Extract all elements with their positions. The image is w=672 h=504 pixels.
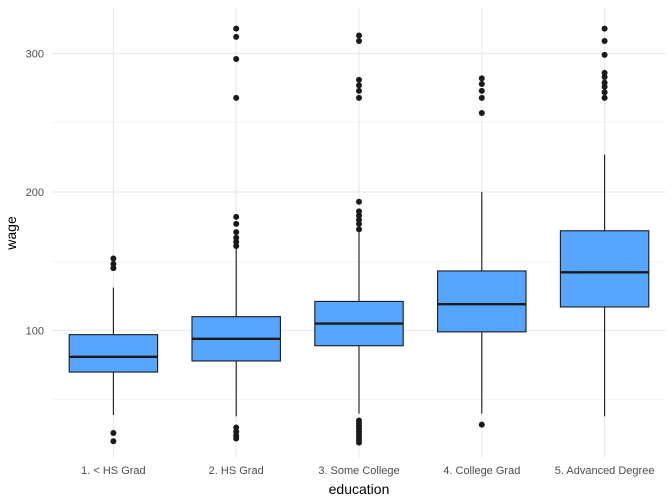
outlier-point: [601, 38, 608, 45]
y-tick-label: 200: [26, 187, 44, 199]
outlier-point: [233, 243, 240, 250]
outlier-point: [356, 32, 362, 39]
x-axis-ticks: 1. < HS Grad 2. HS Grad 3. Some College 4. …: [81, 465, 654, 477]
outlier-point: [356, 226, 362, 233]
outlier-point: [233, 213, 240, 220]
outlier-point: [110, 429, 117, 436]
outlier-point: [478, 94, 485, 101]
outlier-point: [356, 38, 362, 45]
outlier-point: [601, 79, 608, 86]
outlier-point: [601, 83, 608, 90]
x-axis-title: education: [329, 481, 390, 497]
x-tick-label: 1. < HS Grad: [81, 465, 146, 477]
x-tick-label: 2. HS Grad: [209, 465, 264, 477]
outlier-point: [601, 89, 608, 96]
box-3-some-college: [314, 32, 404, 446]
outlier-point: [601, 94, 608, 101]
outlier-point: [478, 75, 485, 82]
x-tick-label: 5. Advanced Degree: [555, 465, 655, 477]
outlier-point: [233, 234, 240, 241]
boxplot-series: [68, 25, 650, 446]
outlier-point: [478, 421, 485, 428]
box-5-advanced-degree: [559, 25, 650, 417]
box-iqr: [68, 334, 159, 373]
box-2-hs-grad: [191, 25, 281, 442]
outlier-point: [356, 82, 362, 89]
outlier-point: [233, 428, 240, 435]
outlier-point: [356, 212, 362, 219]
outlier-point: [356, 208, 362, 215]
outlier-point: [233, 56, 240, 63]
outlier-point: [478, 110, 485, 117]
outlier-point: [110, 438, 117, 445]
outlier-point: [356, 76, 362, 83]
outlier-point: [356, 417, 362, 424]
outlier-point: [356, 198, 362, 205]
outlier-point: [356, 87, 362, 94]
outlier-point: [110, 261, 117, 268]
outlier-point: [356, 94, 362, 101]
outlier-point: [233, 238, 240, 245]
outlier-point: [110, 265, 117, 272]
y-tick-label: 100: [26, 326, 44, 338]
outlier-point: [233, 432, 240, 439]
outlier-point: [233, 229, 240, 236]
outlier-point: [110, 255, 117, 262]
x-tick-label: 3. Some College: [318, 465, 399, 477]
outlier-point: [233, 94, 240, 101]
y-axis-title: wage: [3, 216, 19, 251]
box-iqr: [437, 270, 527, 333]
outlier-point: [233, 25, 240, 32]
box-iqr: [559, 230, 650, 308]
outlier-point: [601, 51, 608, 58]
outlier-point: [601, 69, 608, 76]
outlier-point: [478, 80, 485, 87]
outlier-point: [233, 33, 240, 40]
box-1-hs-grad: [68, 255, 159, 445]
outlier-point: [356, 216, 362, 223]
x-tick-label: 4. College Grad: [443, 465, 520, 477]
outlier-point: [233, 220, 240, 227]
box-4-college-grad: [437, 75, 527, 428]
outlier-point: [478, 87, 485, 94]
outlier-point: [233, 424, 240, 431]
outlier-point: [601, 25, 608, 32]
outlier-point: [356, 220, 362, 227]
y-tick-label: 300: [26, 49, 44, 61]
outlier-point: [601, 74, 608, 81]
y-axis-ticks: 100 200 300: [26, 49, 44, 338]
